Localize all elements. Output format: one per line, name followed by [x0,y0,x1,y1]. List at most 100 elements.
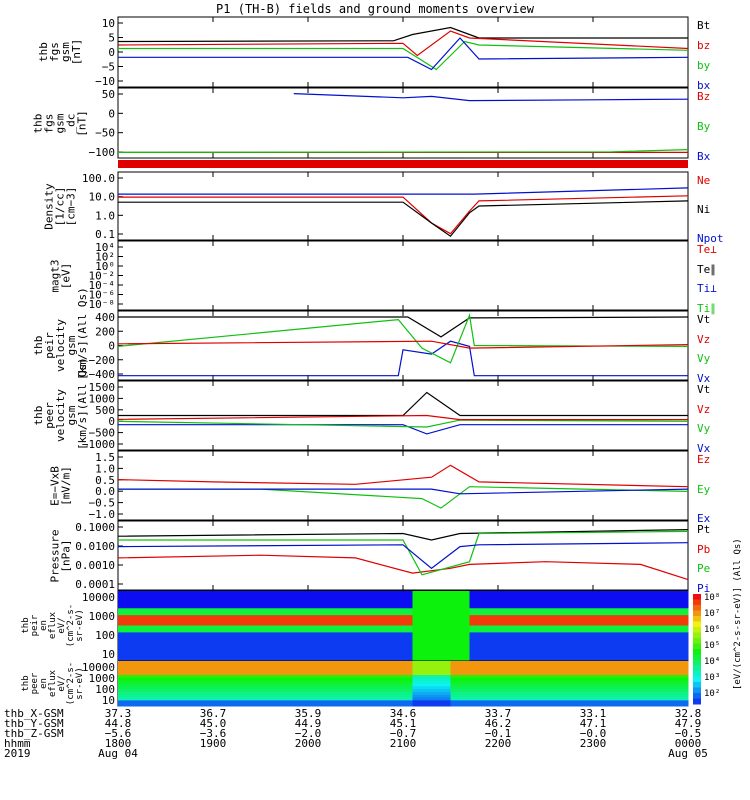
spec-cell [298,703,309,707]
spec-cell [146,677,157,682]
spec-cell [298,611,309,616]
spec-cell [279,653,290,658]
spec-cell [422,680,432,684]
spec-cell [251,697,261,701]
spec-cell [298,601,309,606]
ytick-label: 10⁻⁶ [89,289,116,302]
spec-cell [669,608,679,613]
spec-cell [308,639,318,644]
spec-cell [583,697,594,701]
colorbar-cell [693,599,701,606]
spec-cell [270,672,280,676]
spec-cell [526,642,537,647]
spec-cell [621,691,632,696]
spec-cell [488,666,499,670]
spec-cell [184,632,195,637]
spec-cell [640,615,651,620]
spec-cell [317,653,328,658]
spec-cell [422,675,432,679]
spec-cell [612,597,622,602]
spec-cell [327,632,337,637]
ephemeris-value: 44.8 [104,717,132,730]
spec-cell [165,669,176,673]
spec-cell [564,661,575,665]
spec-cell [327,680,337,684]
spec-cell [640,635,651,640]
spec-cell [574,604,584,609]
spec-cell [241,686,252,690]
spec-cell [422,700,432,704]
spec-cell [327,611,337,616]
spec-cell [260,608,271,613]
spec-cell [526,675,537,679]
spec-cell [650,686,660,690]
spec-cell [289,686,299,690]
spec-cell [289,594,299,599]
spec-cell [260,604,271,609]
spec-cell [374,661,385,665]
spec-cell [536,666,546,670]
spec-cell [213,669,223,673]
spec-cell [118,615,128,620]
spec-cell [650,691,660,696]
spec-cell [545,622,556,626]
spec-cell [650,666,660,670]
spec-cell [631,700,641,704]
spec-cell [678,680,689,684]
spec-cell [403,604,413,609]
spec-cell [270,639,280,644]
spec-cell [317,642,328,647]
spec-cell [137,622,147,626]
colorbar-cell [693,605,701,611]
legend-efield: Ex [697,512,711,525]
spec-cell [450,680,461,684]
spec-cell [165,635,176,640]
spec-cell [213,697,223,701]
spec-cell [194,594,204,599]
ytick-label: 0.0 [95,485,115,498]
spec-cell [156,686,166,690]
spec-cell [507,661,518,665]
spec-cell [156,703,166,707]
spec-cell [593,680,603,684]
spec-cell [365,615,375,620]
spec-cell [289,632,299,637]
spec-cell [602,594,613,599]
spec-cell [222,680,233,684]
spec-cell [602,669,613,673]
spec-cell [450,689,461,693]
ytick-label: 0.5 [95,474,115,487]
spec-cell [460,646,470,651]
spec-cell [612,604,622,609]
spec-cell [213,683,223,687]
spec-cell [175,601,185,606]
spec-cell [213,672,223,676]
spec-cell [279,625,290,630]
spec-cell [317,686,328,690]
spec-cell [137,653,147,658]
spec-cell [498,663,508,668]
spec-cell [146,639,157,644]
spec-cell [203,649,214,654]
colorbar-cell [693,638,701,644]
spec-cell [507,686,518,690]
spec-cell [602,666,613,670]
spec-cell [232,686,242,690]
spec-cell [517,622,527,626]
spec-cell [156,646,166,651]
spec-cell [460,618,470,623]
spec-cell [678,594,689,599]
spec-cell [517,597,527,602]
spec-cell [384,625,394,630]
spec-cell [374,639,385,644]
spec-cell [175,653,185,658]
ytick-label: 50 [102,88,115,101]
spec-cell [602,639,613,644]
spec-cell [241,625,252,630]
spec-cell [403,666,413,670]
spec-cell [346,622,356,626]
spec-cell [526,628,537,633]
ephemeris-row: 2019 Aug 04 Aug 05 [4,748,708,759]
spec-cell [336,697,347,701]
spec-cell [507,642,518,647]
